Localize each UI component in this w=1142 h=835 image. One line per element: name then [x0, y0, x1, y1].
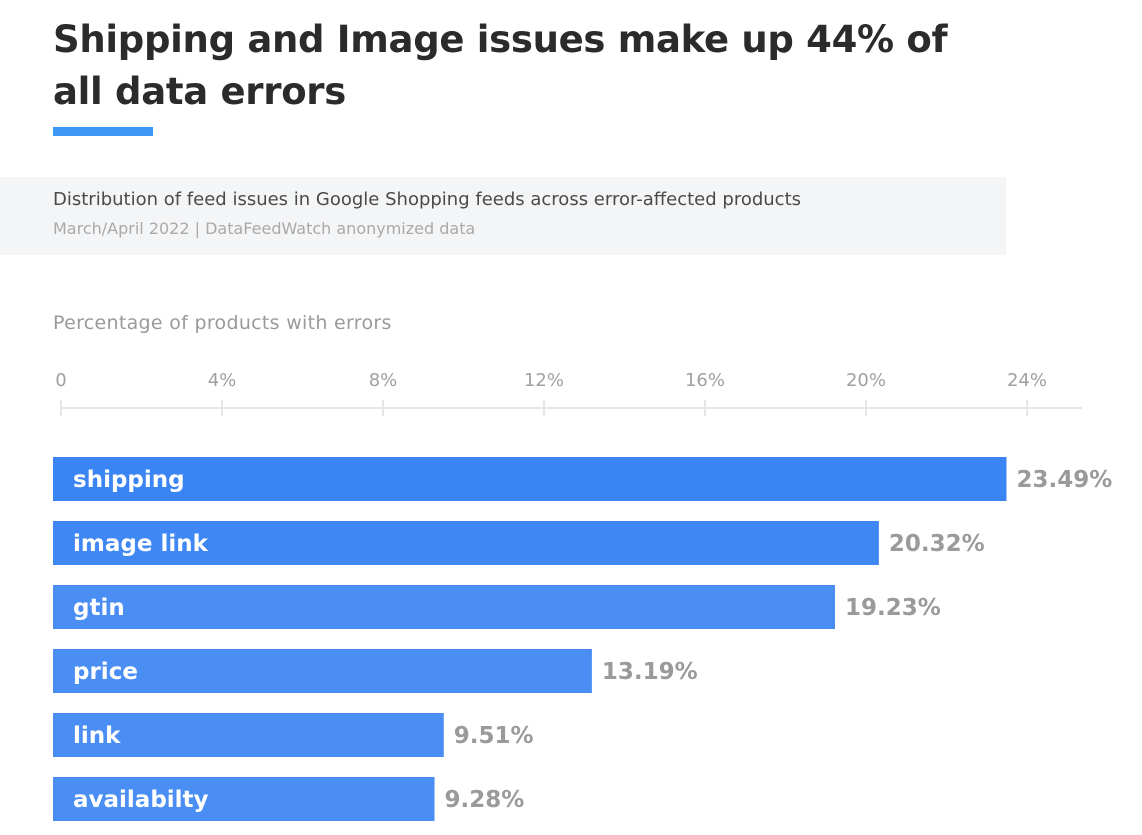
- x-tick-label: 4%: [208, 370, 237, 391]
- x-tick-label: 24%: [1007, 370, 1047, 391]
- bar-value-label: 19.23%: [845, 595, 941, 621]
- bar-category-label: price: [73, 659, 138, 685]
- bar-value-label: 9.51%: [454, 723, 534, 749]
- x-tick-label: 8%: [369, 370, 398, 391]
- bar-category-label: image link: [73, 531, 209, 557]
- bar-category-label: link: [73, 723, 121, 749]
- title-accent-bar: [53, 127, 153, 136]
- bar-value-label: 20.32%: [889, 531, 985, 557]
- x-tick-label: 0: [55, 370, 66, 391]
- x-tick-label: 16%: [685, 370, 725, 391]
- x-axis-title: Percentage of products with errors: [53, 312, 392, 334]
- bar: [53, 521, 879, 565]
- chart-title: Shipping and Image issues make up 44% of…: [53, 18, 948, 113]
- bar: [53, 649, 592, 693]
- chart-subtitle: Distribution of feed issues in Google Sh…: [53, 189, 802, 210]
- bar: [53, 777, 435, 821]
- bar-value-label: 13.19%: [602, 659, 698, 685]
- bar-category-label: gtin: [73, 595, 125, 621]
- bar-value-label: 23.49%: [1016, 467, 1112, 493]
- x-tick-label: 20%: [846, 370, 886, 391]
- data-source: March/April 2022 | DataFeedWatch anonymi…: [53, 219, 476, 238]
- subtitle-band: [0, 177, 1006, 255]
- bar: [53, 457, 1007, 501]
- bar-category-label: availabilty: [73, 787, 209, 813]
- bar: [53, 713, 444, 757]
- x-tick-label: 12%: [524, 370, 564, 391]
- bar: [53, 585, 836, 629]
- bar-value-label: 9.28%: [445, 787, 525, 813]
- bar-category-label: shipping: [73, 467, 185, 493]
